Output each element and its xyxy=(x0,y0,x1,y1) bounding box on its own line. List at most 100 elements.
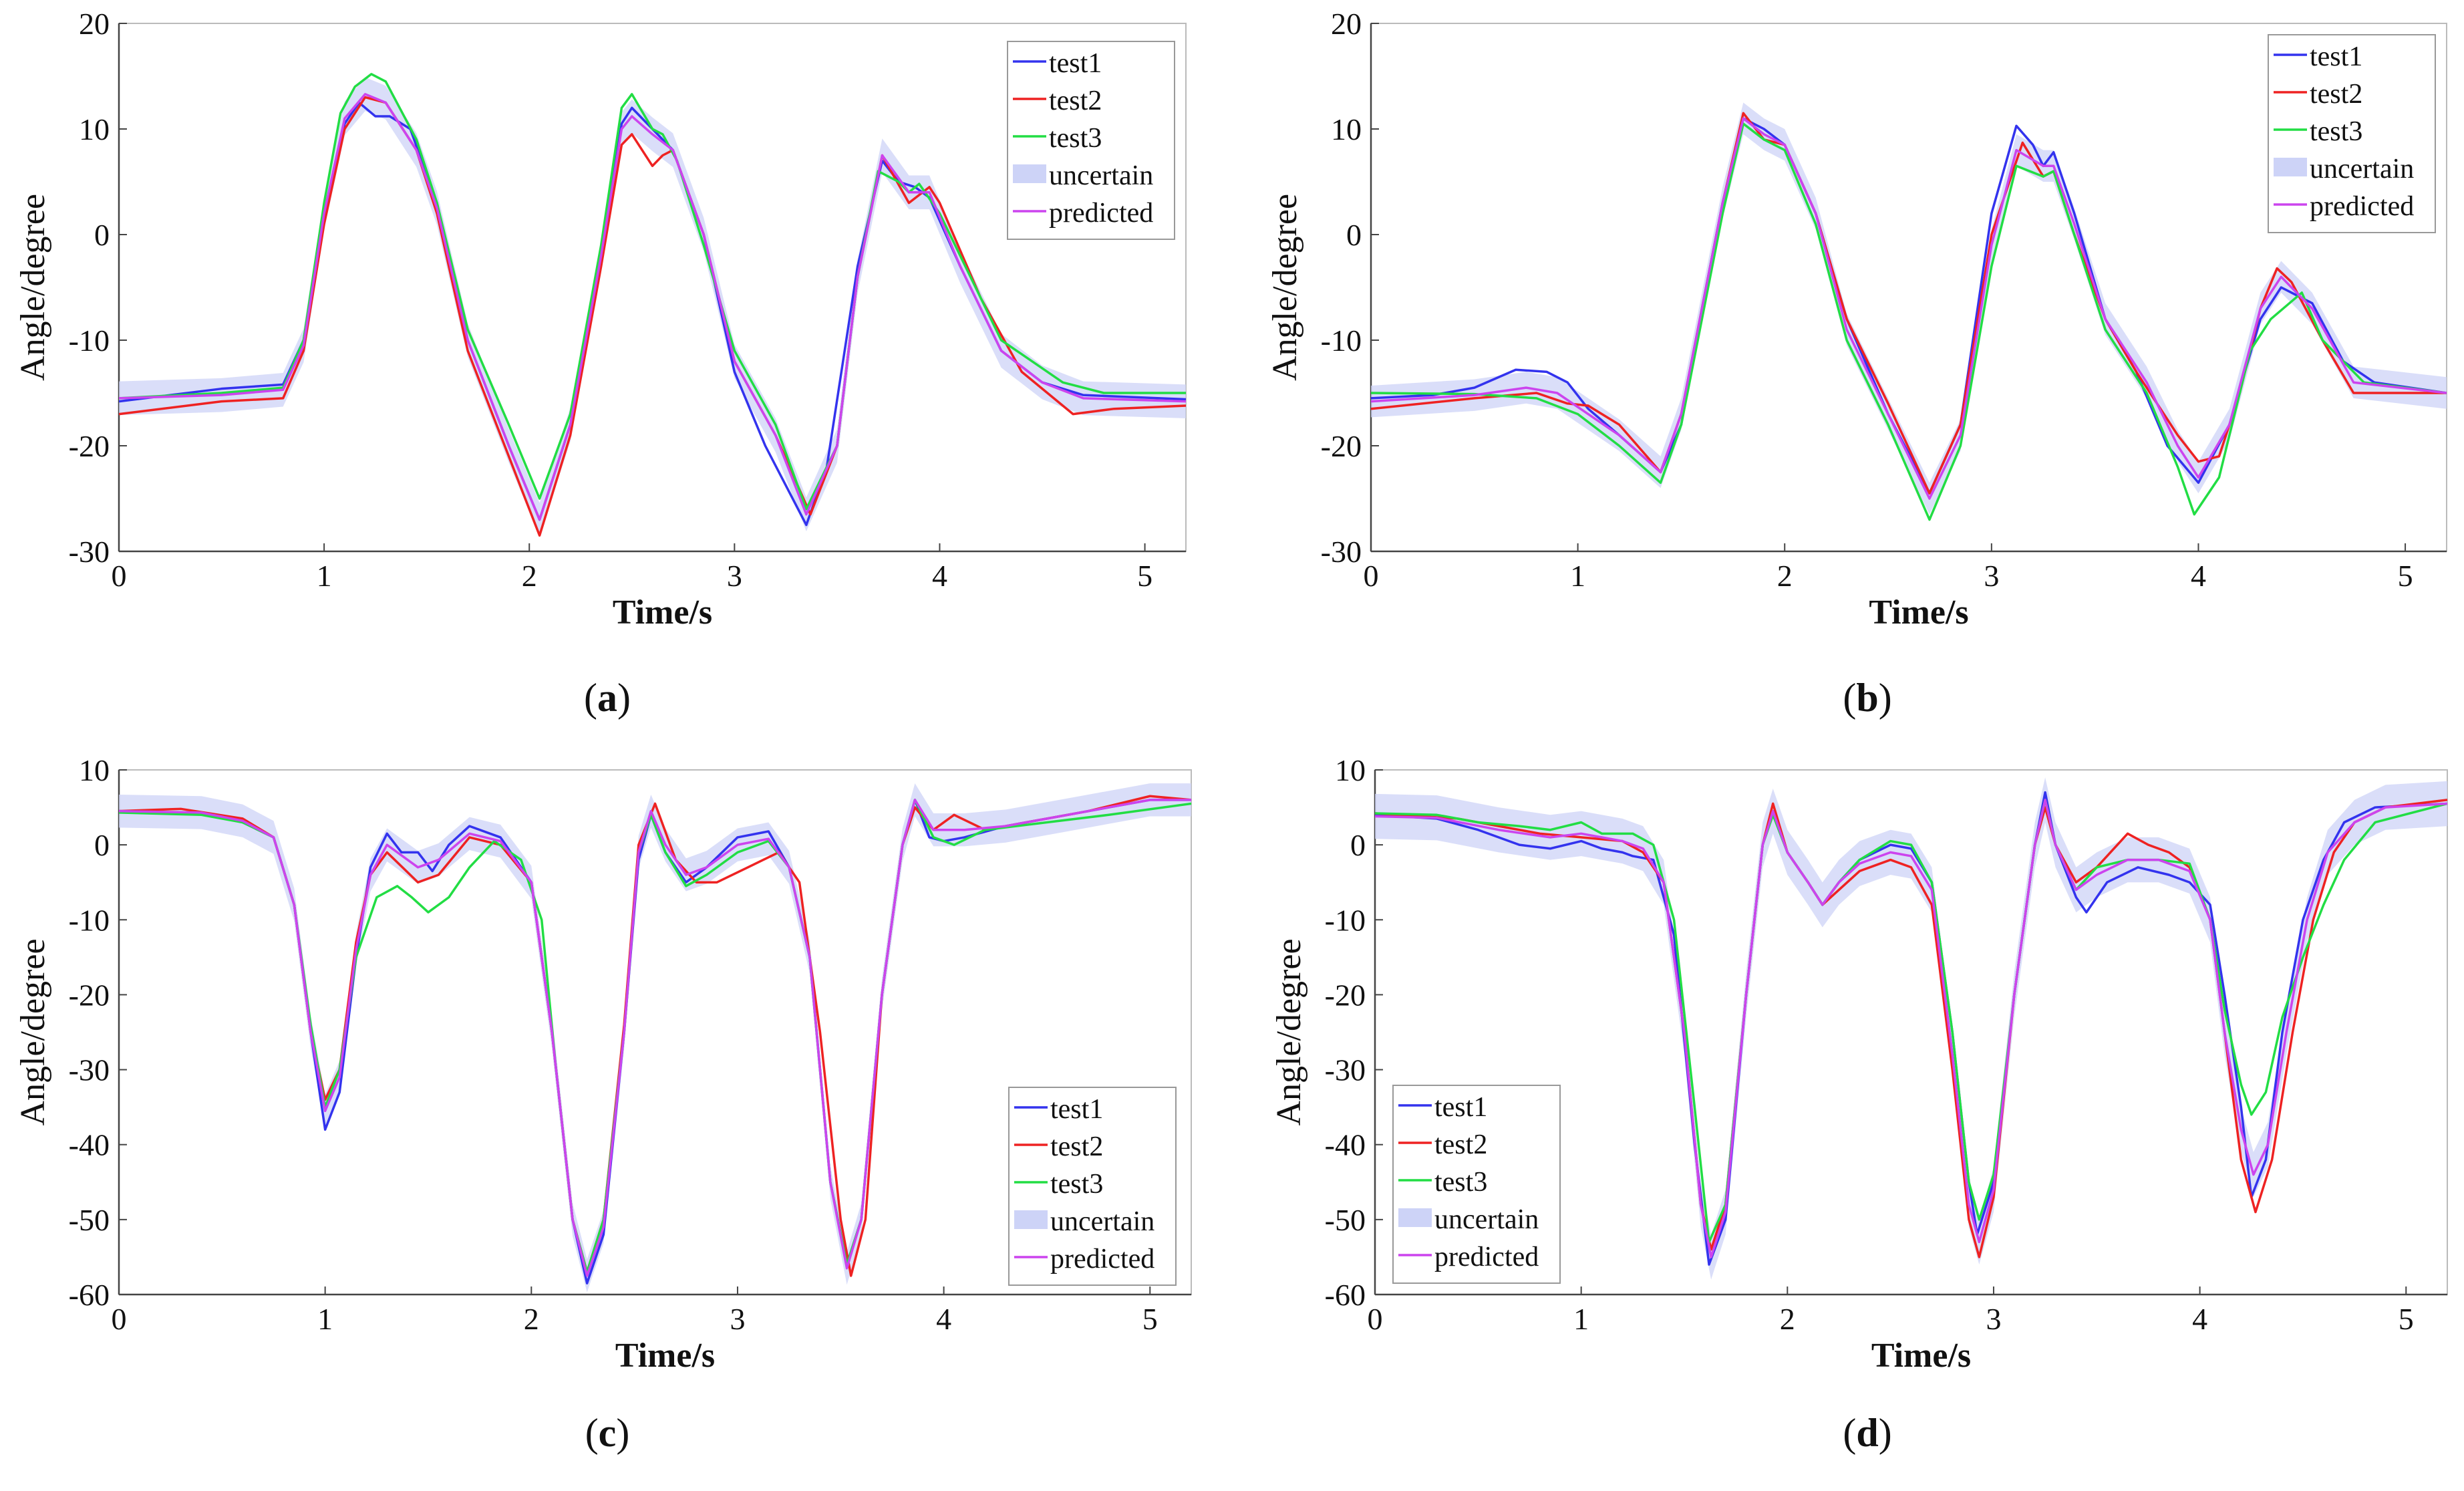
y-tick-label: -10 xyxy=(69,903,110,937)
x-axis-label: Time/s xyxy=(1869,593,1968,632)
x-tick-label: 0 xyxy=(1368,1302,1383,1336)
x-tick-label: 1 xyxy=(1573,1302,1589,1336)
legend-label-uncertain: uncertain xyxy=(2310,154,2414,184)
series-predicted xyxy=(119,799,1191,1277)
caption-c: (c) xyxy=(585,1411,630,1455)
legend-swatch-uncertain xyxy=(1013,164,1046,183)
legend-label-test2: test2 xyxy=(1049,86,1102,116)
y-tick-label: -30 xyxy=(1321,535,1362,569)
y-axis-label: Angle/degree xyxy=(14,194,52,381)
legend-label-test1: test1 xyxy=(1049,48,1102,79)
y-axis-label: Angle/degree xyxy=(14,938,52,1125)
y-tick-label: -60 xyxy=(69,1278,110,1312)
series-test3 xyxy=(119,73,1186,511)
legend-label-predicted: predicted xyxy=(1050,1244,1154,1274)
x-tick-label: 4 xyxy=(2191,559,2206,593)
y-tick-label: -10 xyxy=(1325,903,1366,937)
chart-c: 0 1 2 3 4 5 -60 -50 -40 -30 -20 -10 0 10 Time/s Angle/d… xyxy=(14,753,1192,1375)
x-tick-label: 3 xyxy=(727,559,742,593)
x-tick-label: 3 xyxy=(730,1302,745,1336)
legend-label-test1: test1 xyxy=(1050,1094,1103,1125)
y-tick-label: -20 xyxy=(69,978,110,1012)
legend: test1 test2 test3 uncertain predicted xyxy=(1008,1087,1177,1286)
y-tick-label: -20 xyxy=(1325,978,1366,1012)
legend-label-predicted: predicted xyxy=(1049,198,1153,229)
series-test1 xyxy=(119,101,1186,527)
legend-label-test3: test3 xyxy=(2310,116,2362,147)
plot-area xyxy=(1375,777,2447,1280)
legend-swatch-uncertain xyxy=(1014,1210,1048,1229)
legend-box xyxy=(2268,34,2436,233)
x-tick-label: 5 xyxy=(1137,559,1152,593)
legend-label-uncertain: uncertain xyxy=(1434,1204,1539,1235)
plot-area xyxy=(119,783,1191,1293)
x-tick-label: 4 xyxy=(936,1302,951,1336)
legend-label-test1: test1 xyxy=(1434,1092,1487,1123)
x-tick-label: 3 xyxy=(1984,559,1999,593)
y-tick-label: 10 xyxy=(1335,753,1366,787)
series-predicted xyxy=(1371,117,2447,500)
x-axis-label: Time/s xyxy=(1871,1337,1971,1375)
x-tick-label: 5 xyxy=(2398,559,2413,593)
y-tick-label: 0 xyxy=(94,828,110,862)
legend-label-uncertain: uncertain xyxy=(1049,160,1153,191)
x-tick-label: 3 xyxy=(1986,1302,2001,1336)
legend-box xyxy=(1392,1085,1561,1284)
y-axis-label: Angle/degree xyxy=(1266,194,1304,381)
chart-a: 0 1 2 3 4 5 -30 -20 -10 0 10 20 Time/s Angle/degree te… xyxy=(14,7,1187,632)
x-tick-label: 5 xyxy=(2399,1302,2414,1336)
y-tick-label: -10 xyxy=(69,323,110,358)
legend-box xyxy=(1008,1087,1177,1286)
y-tick-label: -20 xyxy=(1321,429,1362,463)
legend-label-test1: test1 xyxy=(2310,41,2362,72)
x-tick-label: 5 xyxy=(1142,1302,1158,1336)
series-test3 xyxy=(1375,799,2447,1244)
y-tick-label: 10 xyxy=(1331,112,1362,146)
legend-label-test2: test2 xyxy=(2310,79,2362,110)
x-tick-label: 0 xyxy=(112,1302,127,1336)
x-axis-label: Time/s xyxy=(613,593,712,632)
y-tick-label: 10 xyxy=(79,112,110,146)
legend-label-predicted: predicted xyxy=(2310,191,2414,222)
legend-label-test3: test3 xyxy=(1434,1167,1487,1198)
x-tick-label: 0 xyxy=(112,559,127,593)
y-tick-label: 20 xyxy=(79,7,110,41)
y-tick-label: 0 xyxy=(94,218,110,252)
caption-d: (d) xyxy=(1843,1411,1892,1455)
chart-b: 0 1 2 3 4 5 -30 -20 -10 0 10 20 Time/s Angle/degree te… xyxy=(1266,7,2447,632)
y-tick-label: -10 xyxy=(1321,323,1362,358)
legend: test1 test2 test3 uncertain predicted xyxy=(1392,1085,1561,1284)
y-tick-label: -20 xyxy=(69,429,110,463)
x-tick-label: 2 xyxy=(1780,1302,1795,1336)
y-tick-label: -60 xyxy=(1325,1278,1366,1312)
y-tick-label: -50 xyxy=(69,1203,110,1237)
x-tick-label: 1 xyxy=(317,559,332,593)
legend-swatch-uncertain xyxy=(1398,1208,1432,1227)
x-tick-label: 2 xyxy=(1777,559,1793,593)
legend-label-uncertain: uncertain xyxy=(1050,1206,1154,1237)
chart-d: 0 1 2 3 4 5 -60 -50 -40 -30 -20 -10 0 10 Time/s Angle/d… xyxy=(1270,753,2448,1375)
y-tick-label: 0 xyxy=(1346,218,1362,252)
y-tick-label: -30 xyxy=(1325,1053,1366,1087)
y-tick-label: -50 xyxy=(1325,1203,1366,1237)
series-test2 xyxy=(119,96,1186,537)
x-tick-label: 4 xyxy=(932,559,947,593)
x-tick-label: 1 xyxy=(317,1302,333,1336)
legend-label-test3: test3 xyxy=(1049,123,1102,154)
legend-box xyxy=(1007,41,1175,240)
x-tick-label: 0 xyxy=(1364,559,1379,593)
legend-label-predicted: predicted xyxy=(1434,1242,1539,1272)
y-tick-label: -30 xyxy=(69,1053,110,1087)
series-test3 xyxy=(1371,122,2447,521)
y-axis-label: Angle/degree xyxy=(1270,938,1308,1125)
caption-b: (b) xyxy=(1843,676,1892,720)
y-tick-label: -40 xyxy=(1325,1128,1366,1162)
legend-swatch-uncertain xyxy=(2274,158,2307,176)
y-tick-label: 20 xyxy=(1331,7,1362,41)
series-test2 xyxy=(1371,112,2447,495)
series-predicted xyxy=(1375,799,2447,1258)
caption-a: (a) xyxy=(584,676,631,720)
x-tick-label: 1 xyxy=(1570,559,1585,593)
x-tick-label: 2 xyxy=(522,559,537,593)
